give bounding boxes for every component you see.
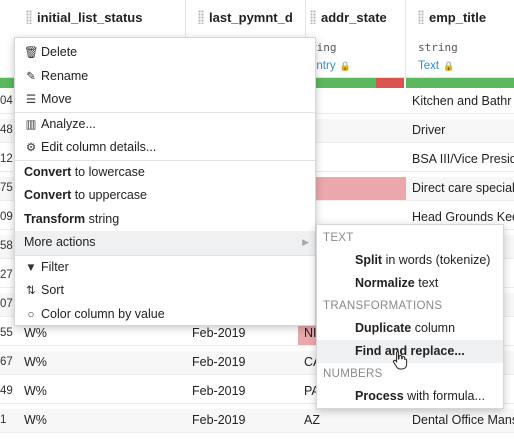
menu-item-sort[interactable]: ⇅ Sort	[15, 279, 315, 303]
cell-last-pymnt-d[interactable]: Feb-2019	[192, 326, 246, 340]
drag-handle-icon[interactable]	[198, 10, 204, 24]
row-index[interactable]: 1	[0, 414, 7, 426]
menu-item-edit-column-details[interactable]: ⚙ Edit column details...	[15, 136, 315, 160]
table-row: 1 W% Feb-2019 AZ Dental Office Mans	[0, 409, 514, 433]
column-header-emp-title[interactable]: emp_title string Text 🔒	[406, 0, 514, 78]
cell-initial-list-status[interactable]: W%	[24, 413, 47, 427]
cell-last-pymnt-d[interactable]: Feb-2019	[192, 384, 246, 398]
cell-emp-title[interactable]: Head Grounds Kee	[412, 210, 514, 224]
cell-addr-state[interactable]: AZ	[304, 413, 320, 427]
row-index[interactable]: 75	[0, 182, 13, 194]
submenu-item-split[interactable]: Split in words (tokenize)	[355, 253, 491, 267]
submenu-item-process-formula[interactable]: Process with formula...	[355, 389, 485, 403]
submenu-item-normalize[interactable]: Normalize text	[355, 276, 439, 290]
row-index[interactable]: 27	[0, 269, 13, 281]
chevron-right-icon: ▶	[302, 237, 309, 247]
row-index[interactable]: 09	[0, 211, 13, 223]
menu-divider	[15, 254, 315, 256]
column-meaning[interactable]: Text 🔒	[418, 60, 455, 72]
column-name: last_pymnt_d	[198, 10, 305, 25]
column-storage-type[interactable]: ring	[310, 41, 337, 54]
menu-item-move[interactable]: ☰ Move	[15, 88, 315, 112]
filter-icon: ▼	[25, 261, 37, 274]
edit-icon: ✎	[26, 70, 36, 83]
menu-item-rename[interactable]: ✎ Rename	[15, 65, 315, 89]
validity-bar-valid	[406, 78, 514, 88]
submenu-item-find-and-replace[interactable]: Find and replace...	[317, 340, 503, 363]
submenu-section-transformations: TRANSFORMATIONS	[323, 300, 443, 312]
drag-handle-icon[interactable]	[310, 10, 316, 24]
menu-item-analyze[interactable]: ▥ Analyze...	[15, 113, 315, 137]
drag-handle-icon[interactable]	[26, 10, 32, 24]
menu-item-color-by-value[interactable]: ○ Color column by value	[15, 303, 315, 327]
more-actions-submenu: TEXT Split in words (tokenize) Normalize…	[316, 224, 504, 409]
menu-item-filter[interactable]: ▼ Filter	[15, 256, 315, 280]
cell-addr-state[interactable]: PA	[304, 384, 320, 398]
column-storage-type[interactable]: string	[418, 41, 458, 54]
submenu-item-duplicate[interactable]: Duplicate column	[355, 321, 456, 335]
cell-emp-title[interactable]: BSA III/Vice Presid	[412, 152, 514, 166]
cell-initial-list-status[interactable]: W%	[24, 355, 47, 369]
sort-icon: ⇅	[26, 285, 36, 297]
row-index[interactable]: 48	[0, 124, 13, 136]
menu-item-convert-lowercase[interactable]: Convert to lowercase	[24, 164, 145, 179]
cell-emp-title[interactable]: Dental Office Mans	[412, 413, 514, 427]
lock-icon: 🔒	[443, 61, 455, 71]
cell-initial-list-status[interactable]: W%	[24, 384, 47, 398]
menu-item-more-actions[interactable]: More actions ▶	[15, 231, 315, 255]
cell-last-pymnt-d[interactable]: Feb-2019	[192, 413, 246, 427]
table-row: 49 W% Feb-2019 PA	[0, 380, 514, 404]
cell-last-pymnt-d[interactable]: Feb-2019	[192, 355, 246, 369]
menu-divider	[15, 159, 315, 161]
cell-initial-list-status[interactable]: W%	[24, 326, 47, 340]
column-name: emp_title	[418, 10, 514, 25]
circle-icon: ○	[27, 308, 35, 321]
submenu-section-text: TEXT	[323, 232, 354, 244]
row-index[interactable]: 12	[0, 153, 13, 165]
menu-item-transform-string[interactable]: Transform string	[24, 211, 120, 226]
cell-emp-title[interactable]: Kitchen and Bathr	[412, 94, 512, 108]
menu-lines-icon: ☰	[25, 94, 37, 106]
row-index[interactable]: 67	[0, 356, 13, 368]
row-index[interactable]: 55	[0, 327, 13, 339]
column-name: initial_list_status	[26, 10, 185, 25]
validity-bar-invalid	[376, 78, 404, 88]
menu-divider	[15, 111, 315, 113]
bar-chart-icon: ▥	[25, 118, 37, 131]
submenu-section-numbers: NUMBERS	[323, 368, 383, 380]
drag-handle-icon[interactable]	[418, 10, 424, 24]
column-context-menu: 🗑 Delete ✎ Rename ☰ Move ▥ Analyze... ⚙ Edit …	[14, 37, 316, 326]
row-index[interactable]: 58	[0, 240, 13, 252]
cell-emp-title[interactable]: Driver	[412, 123, 446, 137]
row-index[interactable]: 07	[0, 298, 13, 310]
menu-item-delete[interactable]: 🗑 Delete	[15, 41, 315, 65]
row-index[interactable]: 49	[0, 385, 13, 397]
trash-icon: 🗑	[24, 47, 39, 59]
column-meaning[interactable]: untry 🔒	[310, 60, 351, 72]
hand-pointer-icon	[392, 351, 408, 370]
lock-icon: 🔒	[339, 61, 351, 71]
column-header-addr-state[interactable]: addr_state ring untry 🔒	[298, 0, 406, 78]
row-index[interactable]: 04	[0, 95, 13, 107]
cell-emp-title[interactable]: Direct care special	[412, 181, 514, 195]
column-name: addr_state	[310, 10, 405, 25]
menu-item-convert-uppercase[interactable]: Convert to uppercase	[24, 188, 147, 202]
gear-icon: ⚙	[25, 142, 37, 154]
